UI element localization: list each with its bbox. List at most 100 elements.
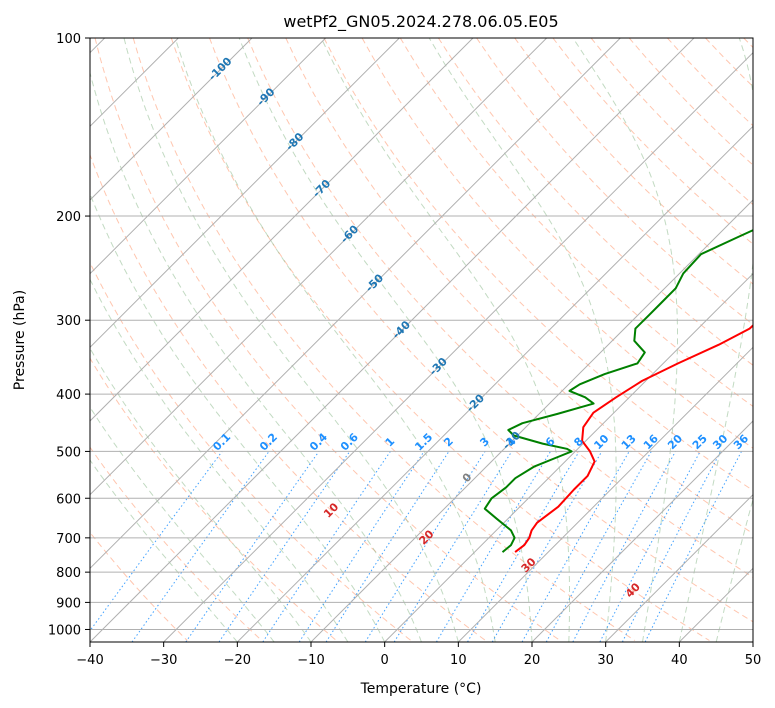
dry-adiabat-line <box>170 38 710 641</box>
profile-lines <box>483 229 753 553</box>
x-tick-label: 50 <box>745 653 762 668</box>
dry-adiabat-line <box>323 38 753 492</box>
y-tick-label: 600 <box>56 492 81 507</box>
mixing-ratio-line <box>393 451 513 642</box>
isotherm-line <box>90 38 400 349</box>
isotherm-line <box>90 38 548 496</box>
moist-adiabat-line <box>90 459 238 642</box>
x-tick-label: 20 <box>524 653 541 668</box>
x-axis-title: Temperature (°C) <box>360 681 482 697</box>
x-tick-label: −30 <box>150 653 177 668</box>
mixing-ratio-line <box>621 451 722 642</box>
moist-adiabat-line <box>572 38 678 642</box>
mixing-ratio-line <box>90 451 223 632</box>
mixing-ratio-label: 16 <box>641 432 661 452</box>
mixing-ratio-line <box>435 451 552 642</box>
dry-adiabat-line <box>132 38 636 641</box>
x-tick-label: −20 <box>224 653 251 668</box>
dry-adiabat-line <box>209 38 753 623</box>
mixing-ratio-label: 0.2 <box>257 431 280 454</box>
plot-frame <box>89 37 754 643</box>
moist-adiabat-line <box>90 192 386 642</box>
isotherm-line <box>90 38 474 422</box>
y-tick-label: 300 <box>56 314 81 329</box>
chart-title: wetPf2_GN05.2024.278.06.05.E05 <box>283 12 558 32</box>
moist-adiabat-label: 0 <box>460 470 475 485</box>
mixing-ratio-label: 20 <box>665 432 685 452</box>
mixing-ratio-line <box>262 451 391 642</box>
dry-adiabat-line <box>705 38 753 88</box>
dry-adiabat-line <box>94 38 561 641</box>
moist-adiabat-line <box>123 38 459 642</box>
moist-adiabat-line <box>90 406 275 642</box>
moist-adiabat-line <box>90 70 422 642</box>
isotherm-line <box>605 493 753 642</box>
moist-adiabat-line <box>320 38 570 642</box>
moist-adiabat-line <box>238 38 533 642</box>
isotherm-line <box>90 38 327 275</box>
moist-adiabat-line <box>174 38 496 642</box>
dry-adiabat-line <box>90 153 486 641</box>
mixing-ratio-label: 10 <box>591 432 611 452</box>
mixing-ratio-label: 0.1 <box>210 431 233 454</box>
mixing-ratio-label: 30 <box>710 432 730 452</box>
isotherm-line <box>310 199 753 642</box>
background-lines <box>90 38 753 642</box>
mixing-ratio-line <box>599 451 701 642</box>
mixing-ratio-label: 1.5 <box>412 431 435 454</box>
isotherm-line <box>531 420 753 642</box>
dry-adiabat-label: 40 <box>623 580 643 600</box>
mixing-ratio-line <box>521 451 630 642</box>
mixing-ratio-label: 13 <box>619 432 639 452</box>
dry-adiabat-line <box>90 446 263 641</box>
mixing-ratio-line <box>185 451 320 642</box>
x-tick-label: 10 <box>450 653 467 668</box>
mixing-ratio-line <box>218 451 351 642</box>
mixing-ratio-line <box>644 451 742 642</box>
mixing-ratio-label: 36 <box>731 432 751 452</box>
dry-adiabat-line <box>743 38 753 49</box>
mixing-ratio-label: 25 <box>690 432 710 452</box>
mixing-ratio-label: 1 <box>383 435 398 450</box>
y-tick-label: 100 <box>56 32 81 47</box>
dewpoint-profile-line <box>483 229 753 553</box>
x-tick-label: 0 <box>381 653 389 668</box>
moist-adiabat-line <box>715 497 753 642</box>
y-tick-label: 500 <box>56 445 81 460</box>
y-tick-label: 900 <box>56 596 81 611</box>
moist-adiabat-line <box>678 38 753 642</box>
mixing-ratio-label: 0.4 <box>307 430 330 453</box>
x-tick-label: 30 <box>597 653 614 668</box>
isotherm-line <box>163 51 753 642</box>
dry-adiabat-line <box>476 38 753 326</box>
x-tick-label: 40 <box>671 653 688 668</box>
dry-adiabat-label: 20 <box>417 527 437 547</box>
mixing-ratio-label: 2 <box>441 435 456 450</box>
dry-adiabat-line <box>285 38 753 535</box>
dry-adiabat-line <box>514 38 753 285</box>
y-tick-label: 700 <box>56 532 81 547</box>
temperature-profile-line <box>514 324 753 553</box>
isotherm-line <box>236 125 753 642</box>
axes: −40 −30 −20 −10 0 10 20 30 40 5010009008007006005… <box>48 32 761 668</box>
x-tick-label: −40 <box>76 653 103 668</box>
isotherm-line <box>90 38 253 201</box>
moist-adiabat-line <box>90 347 312 642</box>
mixing-ratio-line <box>298 451 425 642</box>
mixing-ratio-line <box>325 451 450 642</box>
isotherm-line <box>90 38 621 570</box>
mixing-ratio-line <box>572 451 676 642</box>
y-tick-label: 1000 <box>48 623 81 638</box>
x-tick-label: −10 <box>297 653 324 668</box>
dry-adiabat-line <box>437 38 753 366</box>
mixing-ratio-label: 0.6 <box>338 430 361 453</box>
dry-adiabat-line <box>90 531 188 641</box>
isotherm-line <box>752 641 753 642</box>
isotherm-line <box>457 346 753 642</box>
mixing-ratio-line <box>545 451 652 642</box>
isotherm-line <box>90 38 695 642</box>
dry-adiabat-line <box>590 38 753 206</box>
dry-adiabat-line <box>90 261 412 641</box>
isotherm-line <box>384 272 753 642</box>
